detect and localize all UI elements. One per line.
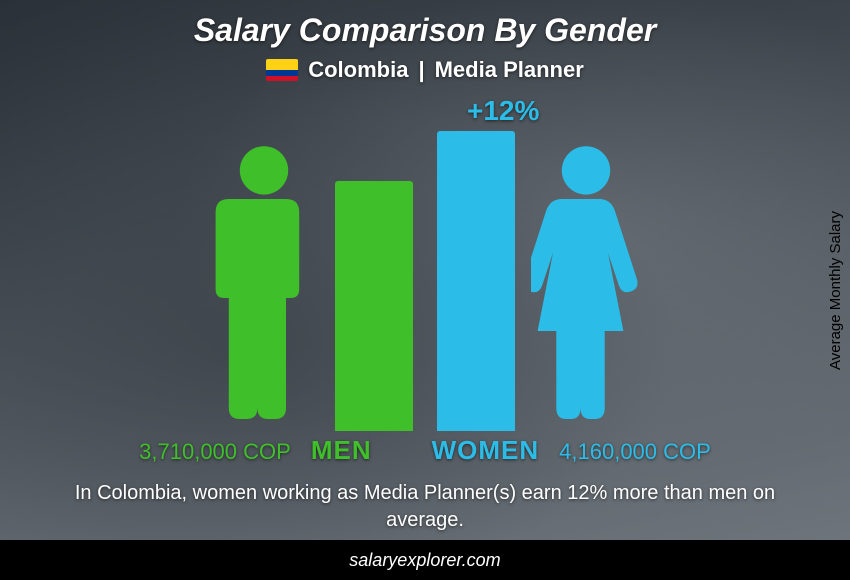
infographic-container: Salary Comparison By Gender Colombia | M… [0, 0, 850, 580]
women-label: WOMEN [432, 435, 540, 466]
colombia-flag-icon [266, 59, 298, 81]
chart-area: +12% [75, 101, 775, 431]
woman-icon [531, 143, 641, 431]
subtitle-row: Colombia | Media Planner [266, 57, 584, 83]
page-title: Salary Comparison By Gender [194, 12, 656, 49]
man-icon [209, 143, 319, 431]
women-salary: 4,160,000 COP [559, 439, 711, 465]
men-bar [335, 181, 413, 431]
women-group [437, 131, 641, 431]
description-text: In Colombia, women working as Media Plan… [45, 480, 805, 534]
men-group [209, 143, 413, 431]
y-axis-label: Average Monthly Salary [827, 211, 844, 370]
footer-bar: salaryexplorer.com [0, 540, 850, 580]
job-title: Media Planner [435, 57, 584, 83]
salary-row: 3,710,000 COP MEN WOMEN 4,160,000 COP [75, 435, 775, 466]
men-label: MEN [311, 435, 372, 466]
men-salary: 3,710,000 COP [139, 439, 291, 465]
footer-text: salaryexplorer.com [349, 550, 500, 571]
women-bar [437, 131, 515, 431]
separator: | [418, 57, 424, 83]
country-label: Colombia [308, 57, 408, 83]
difference-label: +12% [467, 95, 539, 127]
y-axis-label-wrap: Average Monthly Salary [820, 0, 850, 580]
